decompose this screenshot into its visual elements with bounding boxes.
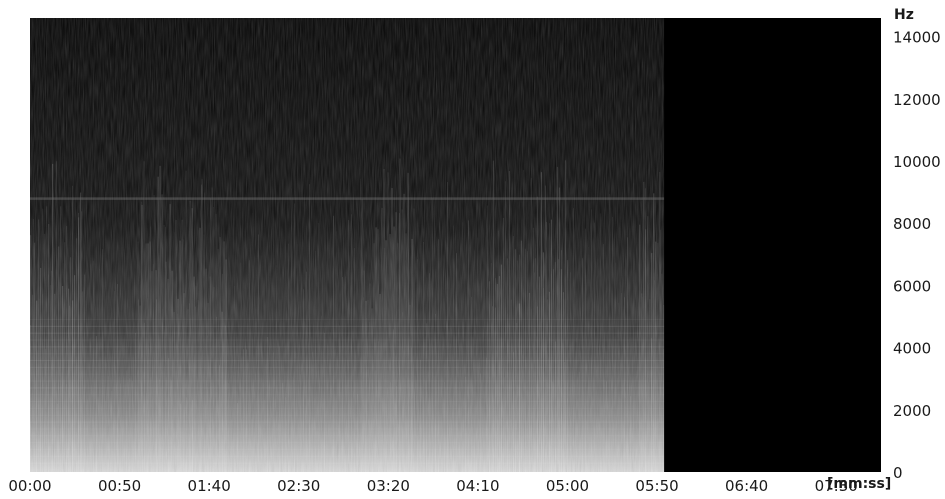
y-tick-label: 0	[893, 464, 903, 482]
y-tick-label: 12000	[893, 91, 941, 109]
x-unit-label: [mm:ss]	[827, 476, 891, 492]
y-tick-label: 14000	[893, 29, 941, 47]
y-tick-label: 4000	[893, 340, 931, 358]
x-axis: 00:00 00:50 01:40 02:30 03:20 04:10 05:00 05:50…	[8, 477, 857, 495]
x-tick-label: 00:50	[98, 477, 141, 495]
y-axis: 0 2000 4000 6000 8000 10000 12000 14000	[893, 29, 941, 482]
x-tick-label: 05:50	[635, 477, 678, 495]
x-tick-label: 07:30	[815, 477, 858, 495]
x-tick-label: 02:30	[277, 477, 320, 495]
x-tick-label: 03:20	[367, 477, 410, 495]
x-tick-label: 05:00	[546, 477, 589, 495]
x-tick-label: 04:10	[456, 477, 499, 495]
y-tick-label: 10000	[893, 153, 941, 171]
y-unit-label: Hz	[894, 7, 914, 23]
y-tick-label: 8000	[893, 215, 931, 233]
x-tick-label: 01:40	[188, 477, 231, 495]
y-tick-label: 2000	[893, 402, 931, 420]
silence-region	[664, 18, 881, 472]
spectrum-grain	[30, 18, 665, 472]
y-tick-label: 6000	[893, 277, 931, 295]
x-tick-label: 06:40	[725, 477, 768, 495]
x-tick-label: 00:00	[8, 477, 51, 495]
spectrogram-image	[30, 18, 881, 473]
